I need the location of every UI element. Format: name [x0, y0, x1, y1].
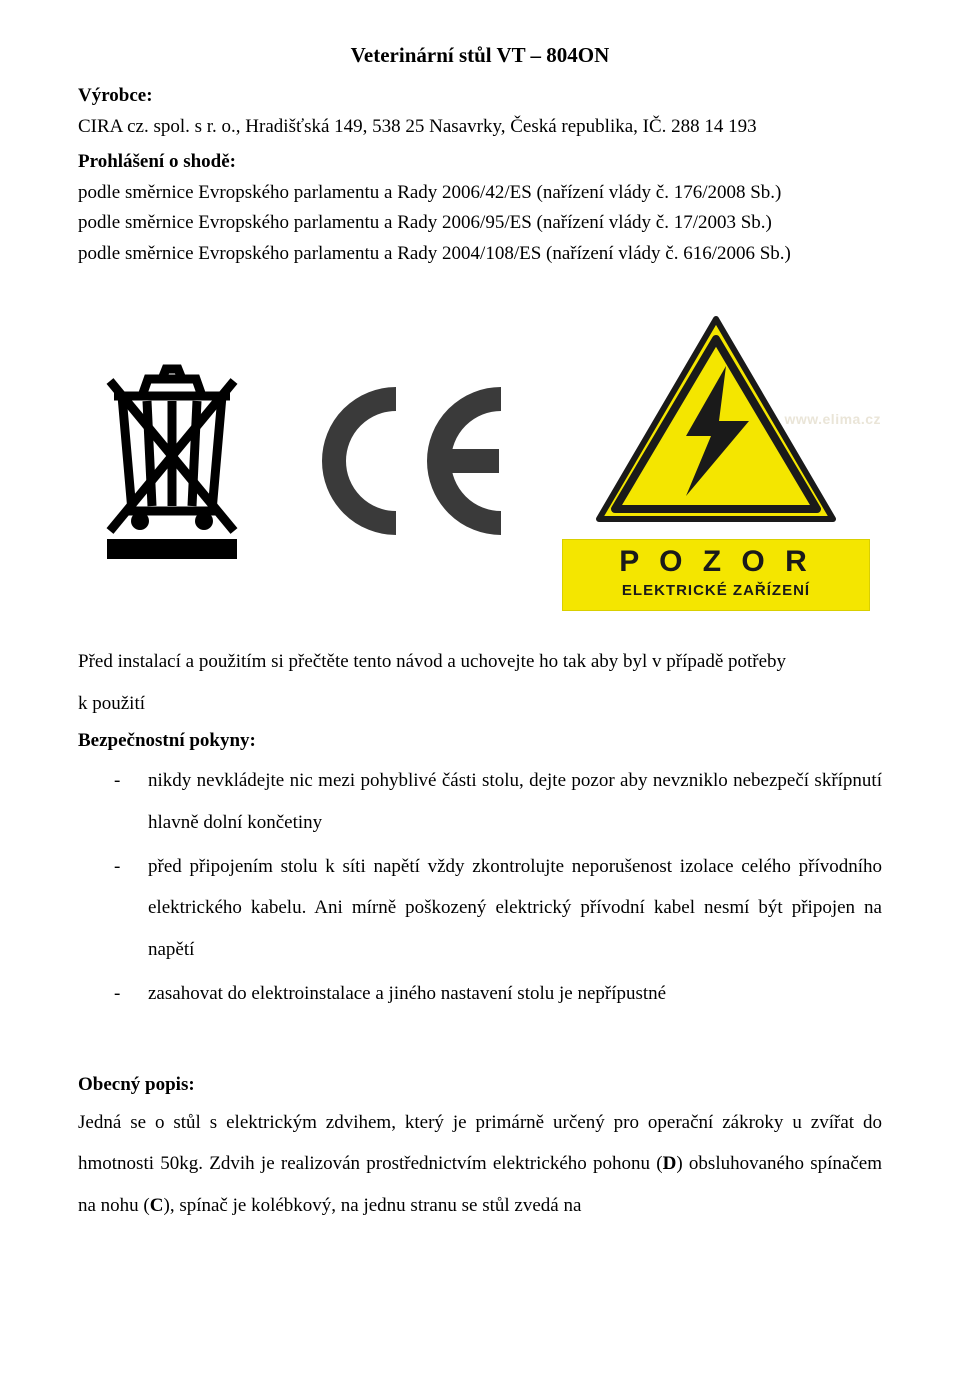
intro-line-2: k použití	[78, 683, 882, 725]
manufacturer-label: Výrobce:	[78, 82, 882, 111]
safety-section: Před instalací a použitím si přečtěte te…	[78, 641, 882, 1014]
directive-2: podle směrnice Evropského parlamentu a R…	[78, 209, 882, 238]
directive-3: podle směrnice Evropského parlamentu a R…	[78, 240, 882, 269]
manufacturer-line: CIRA cz. spol. s r. o., Hradišťská 149, …	[78, 113, 882, 142]
declaration-label: Prohlášení o shodě:	[78, 148, 882, 177]
general-section: Obecný popis: Jedná se o stůl s elektric…	[78, 1071, 882, 1227]
weee-icon	[84, 361, 259, 561]
general-bold-D: D	[663, 1153, 677, 1174]
general-text-3: ), spínač je kolébkový, na jednu stranu …	[164, 1195, 582, 1216]
watermark-text: www.elima.cz	[784, 409, 881, 430]
safety-list: nikdy nevkládejte nic mezi pohyblivé čás…	[114, 760, 882, 1015]
directive-1: podle směrnice Evropského parlamentu a R…	[78, 179, 882, 208]
pozor-big-text: P O Z O R	[571, 546, 861, 578]
ce-mark-icon	[298, 381, 518, 541]
pozor-label: P O Z O R ELEKTRICKÉ ZAŘÍZENÍ	[562, 539, 870, 611]
general-bold-C: C	[150, 1195, 164, 1216]
symbols-row: www.elima.cz P O Z O R ELEKTRICKÉ ZAŘÍZE…	[78, 311, 882, 611]
pozor-small-text: ELEKTRICKÉ ZAŘÍZENÍ	[571, 580, 861, 603]
warning-triangle: www.elima.cz	[591, 311, 841, 531]
electrical-warning-icon: www.elima.cz P O Z O R ELEKTRICKÉ ZAŘÍZE…	[556, 311, 876, 611]
intro-line-1: Před instalací a použitím si přečtěte te…	[78, 641, 882, 683]
general-paragraph: Jedná se o stůl s elektrickým zdvihem, k…	[78, 1102, 882, 1227]
page: Veterinární stůl VT – 804ON Výrobce: CIR…	[0, 0, 960, 1381]
document-title: Veterinární stůl VT – 804ON	[78, 40, 882, 72]
safety-label: Bezpečnostní pokyny:	[78, 727, 882, 756]
safety-item-2: před připojením stolu k síti napětí vždy…	[114, 846, 882, 971]
safety-item-1: nikdy nevkládejte nic mezi pohyblivé čás…	[114, 760, 882, 844]
safety-item-3: zasahovat do elektroinstalace a jiného n…	[114, 973, 882, 1015]
general-label: Obecný popis:	[78, 1071, 882, 1100]
